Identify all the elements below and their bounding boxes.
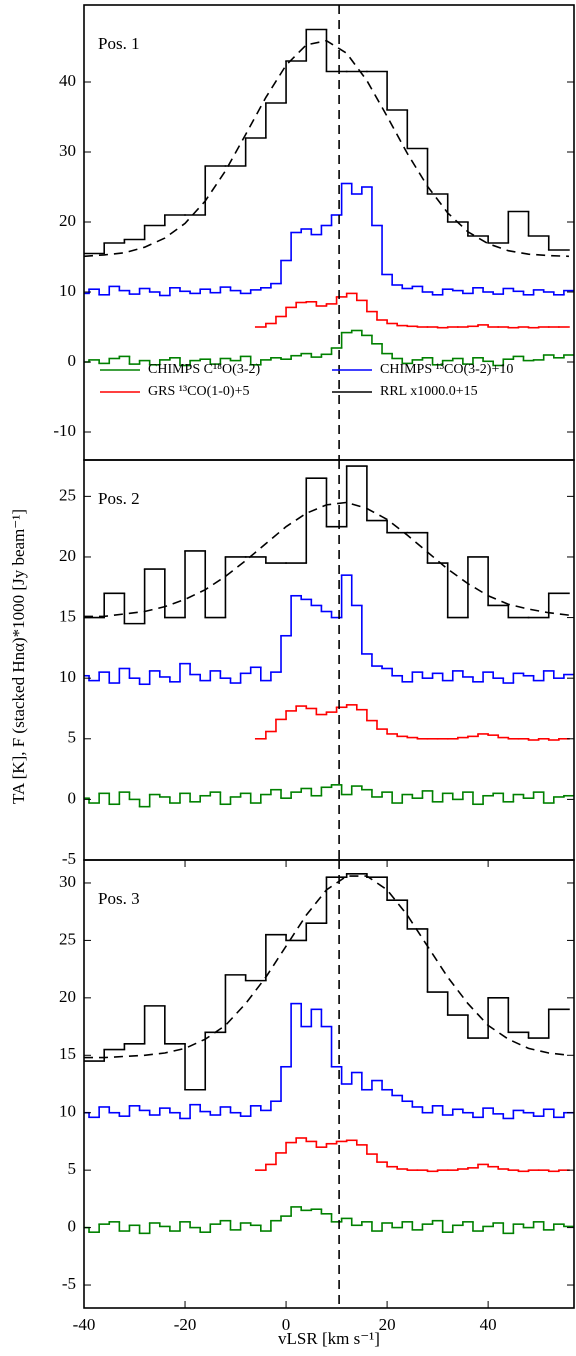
step-riser — [103, 466, 550, 624]
y-tick-label: 20 — [59, 546, 76, 565]
step-riser — [103, 873, 550, 1090]
x-axis-label: vLSR [km s⁻¹] — [278, 1329, 380, 1348]
y-tick-label: -5 — [62, 1274, 76, 1293]
x-tick-label: 20 — [379, 1315, 396, 1334]
panel-label: Pos. 1 — [98, 34, 140, 53]
plot-area — [84, 460, 574, 860]
step-riser — [88, 784, 565, 807]
axes-frame — [83, 859, 575, 1309]
step-riser — [88, 183, 565, 296]
plot-area — [84, 860, 574, 1308]
y-tick-label: 25 — [59, 929, 76, 948]
y-tick-label: 0 — [68, 788, 77, 807]
y-tick-label: -10 — [53, 421, 76, 440]
step-riser — [88, 575, 565, 685]
fit-line — [84, 501, 570, 618]
y-tick-label: 10 — [59, 1102, 76, 1121]
axes-frame — [83, 459, 575, 861]
y-tick-label: 30 — [59, 141, 76, 160]
legend-label: RRL x1000.0+15 — [380, 384, 478, 399]
y-tick-label: 20 — [59, 987, 76, 1006]
y-tick-label: -5 — [62, 849, 76, 868]
x-tick-label: -20 — [174, 1315, 197, 1334]
fit-line — [84, 875, 570, 1059]
y-tick-label: 15 — [59, 1044, 76, 1063]
y-tick-label: 40 — [59, 71, 76, 90]
fit-line — [84, 39, 569, 258]
y-tick-label: 10 — [59, 281, 76, 300]
y-tick-label: 15 — [59, 606, 76, 625]
legend-label: CHIMPS C¹⁸O(3-2) — [148, 362, 260, 377]
y-tick-label: 30 — [59, 872, 76, 891]
y-tick-label: 25 — [59, 485, 76, 504]
legend-label: GRS ¹³CO(1-0)+5 — [148, 384, 249, 399]
step-riser — [88, 1003, 565, 1119]
plot-area — [84, 5, 574, 460]
x-tick-label: -40 — [73, 1315, 96, 1334]
step-riser — [88, 1206, 565, 1234]
x-tick-label: 40 — [480, 1315, 497, 1334]
step-riser — [265, 293, 540, 328]
panel-label: Pos. 2 — [98, 489, 140, 508]
step-riser — [88, 330, 565, 366]
step-riser — [103, 29, 550, 254]
y-tick-label: 10 — [59, 667, 76, 686]
y-axis-label: TA [K], F (stacked Hnα)*1000 [Jy beam⁻¹] — [9, 509, 28, 804]
y-tick-label: 5 — [68, 1159, 77, 1178]
legend-label: CHIMPS ¹³CO(3-2)+10 — [380, 362, 513, 377]
panel-label: Pos. 3 — [98, 889, 140, 908]
y-tick-label: 0 — [68, 1216, 77, 1235]
y-tick-label: 5 — [68, 728, 77, 747]
x-tick-label: 0 — [282, 1315, 291, 1334]
step-riser — [265, 704, 560, 740]
step-riser — [265, 1137, 560, 1172]
y-tick-label: 0 — [68, 351, 77, 370]
y-tick-label: 20 — [59, 211, 76, 230]
